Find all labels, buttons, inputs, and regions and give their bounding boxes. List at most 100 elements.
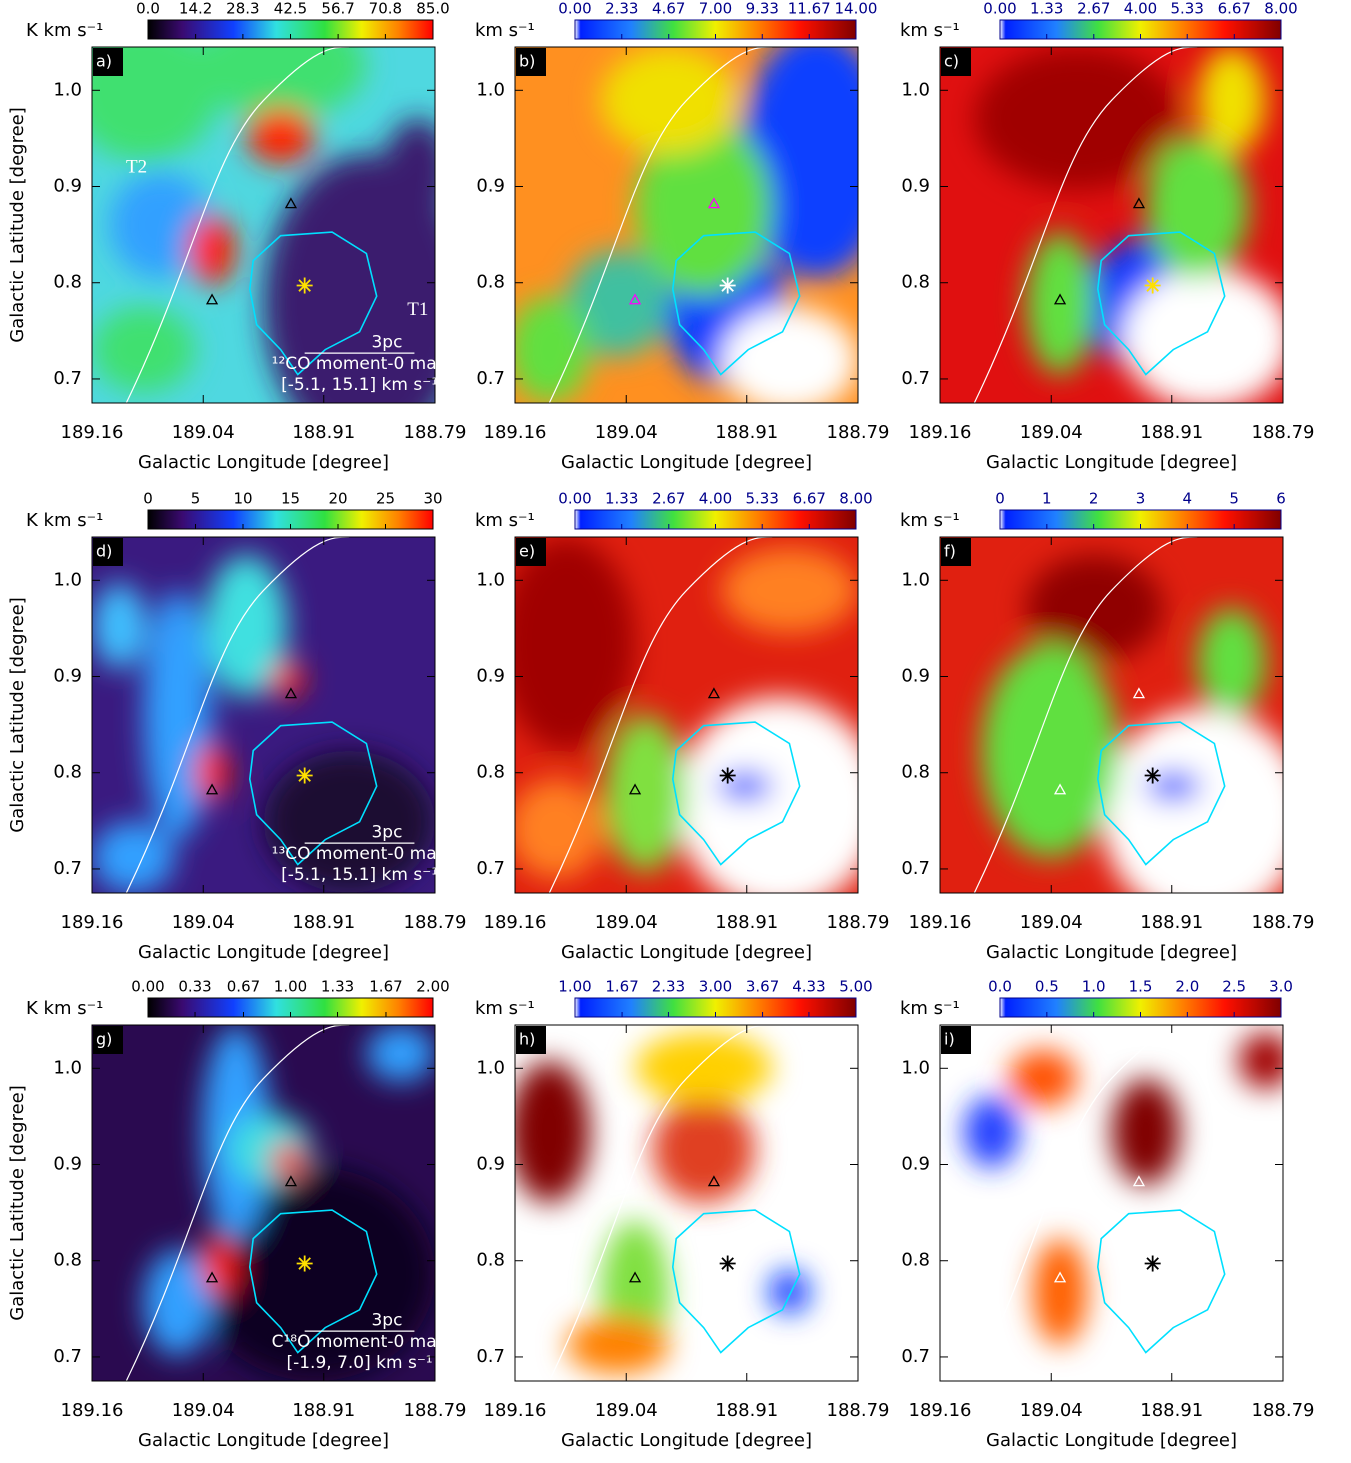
colorbar-tick-label: 0.0 bbox=[136, 0, 160, 18]
colorbar-tick-label: 1.33 bbox=[321, 978, 354, 996]
panel-label-box bbox=[93, 48, 123, 76]
y-tick-label: 0.9 bbox=[53, 1154, 82, 1175]
triangle-marker bbox=[284, 1175, 298, 1187]
map-feature bbox=[92, 821, 175, 893]
map-feature bbox=[768, 1270, 810, 1314]
map-feature bbox=[974, 47, 1181, 190]
colorbar-tick-label: 5 bbox=[1229, 490, 1239, 508]
panel-label-box bbox=[516, 48, 546, 76]
triangle-marker bbox=[205, 1271, 219, 1283]
panel: f) 189.16 189.04 188.91 188.79 0.7 0.8 0.9 1.0 Ga… bbox=[900, 490, 1314, 964]
annotation: T2 bbox=[126, 156, 147, 177]
panel-label: a) bbox=[96, 52, 112, 71]
y-tick-label: 0.8 bbox=[476, 1250, 505, 1271]
y-tick-label: 0.9 bbox=[53, 176, 82, 197]
x-tick-label: 188.79 bbox=[404, 422, 467, 443]
colorbar-label: km s⁻¹ bbox=[475, 20, 535, 41]
bubble-contour bbox=[671, 1209, 801, 1354]
colorbar-tick-label: 0.00 bbox=[558, 490, 591, 508]
star-marker bbox=[298, 769, 311, 782]
map-feature bbox=[246, 107, 315, 165]
y-tick-label: 0.7 bbox=[901, 1346, 930, 1367]
y-tick-label: 0.8 bbox=[901, 272, 930, 293]
map-feature bbox=[1032, 1238, 1088, 1346]
colorbar-tick-label: 1.5 bbox=[1129, 978, 1153, 996]
star-marker bbox=[721, 769, 734, 782]
x-axis-label: Galactic Longitude [degree] bbox=[561, 942, 812, 963]
map-feature bbox=[1145, 771, 1201, 801]
colorbar-tick-label: 3.0 bbox=[1269, 978, 1293, 996]
colorbar-tick-label: 14.00 bbox=[835, 0, 878, 18]
x-tick-label: 189.04 bbox=[172, 422, 235, 443]
map-feature bbox=[366, 1025, 435, 1082]
colorbar-tick-label: 6.67 bbox=[793, 490, 826, 508]
colorbar-tick-label: 2.5 bbox=[1222, 978, 1246, 996]
colorbar-tick-label: 4.67 bbox=[652, 0, 685, 18]
triangle-marker bbox=[1132, 687, 1146, 699]
map bbox=[515, 1025, 858, 1381]
colorbar-tick-label: 0.33 bbox=[178, 978, 211, 996]
colorbar-label: K km s⁻¹ bbox=[26, 20, 103, 41]
white-contour bbox=[125, 1025, 350, 1381]
x-tick-label: 188.79 bbox=[404, 1400, 467, 1421]
x-tick-label: 188.79 bbox=[1252, 1400, 1315, 1421]
annotation: 3pc bbox=[371, 332, 402, 352]
map-feature bbox=[515, 1060, 591, 1203]
plot-frame bbox=[91, 1024, 436, 1382]
y-tick-label: 0.8 bbox=[53, 762, 82, 783]
map-feature bbox=[1025, 554, 1163, 662]
colorbar-tick-label: 1.33 bbox=[1030, 0, 1063, 18]
colorbar-tick-label: 1.00 bbox=[558, 978, 591, 996]
map-features bbox=[981, 554, 1283, 893]
annotation: C¹⁸O moment-0 map bbox=[272, 1332, 448, 1352]
y-tick-label: 1.0 bbox=[53, 79, 82, 100]
y-tick-label: 0.9 bbox=[901, 176, 930, 197]
colorbar-label: km s⁻¹ bbox=[900, 998, 960, 1019]
colorbar-tick-label: 4.00 bbox=[699, 490, 732, 508]
colorbar-tick-label: 0.5 bbox=[1035, 978, 1059, 996]
colorbar-tick-label: 0.67 bbox=[227, 978, 260, 996]
map-feature bbox=[92, 583, 147, 669]
panel-label: e) bbox=[519, 542, 535, 561]
x-axis-label: Galactic Longitude [degree] bbox=[561, 452, 812, 473]
colorbar-tick-label: 2.0 bbox=[1175, 978, 1199, 996]
panel-label: f) bbox=[944, 542, 956, 561]
panel-label-box bbox=[941, 1026, 971, 1054]
colorbar-tick-label: 2 bbox=[1089, 490, 1099, 508]
map-feature bbox=[964, 1096, 1019, 1168]
panel-label-box bbox=[516, 538, 546, 566]
x-tick-label: 189.04 bbox=[595, 422, 658, 443]
colorbar-tick-label: 2.33 bbox=[652, 978, 685, 996]
bubble-contour bbox=[671, 231, 801, 376]
y-tick-label: 0.9 bbox=[476, 1154, 505, 1175]
map-features bbox=[515, 47, 858, 403]
map-feature bbox=[188, 214, 237, 286]
y-tick-label: 0.7 bbox=[53, 1346, 82, 1367]
map-feature bbox=[92, 47, 219, 161]
map bbox=[940, 537, 1283, 893]
colorbar-label: km s⁻¹ bbox=[475, 510, 535, 531]
bubble-contour bbox=[248, 1209, 378, 1354]
colorbar-tick-label: 5.33 bbox=[1171, 0, 1204, 18]
colorbar-tick-label: 1.67 bbox=[369, 978, 402, 996]
map-feature bbox=[676, 697, 858, 893]
colorbar-tick-label: 1.00 bbox=[274, 978, 307, 996]
y-tick-label: 1.0 bbox=[476, 79, 505, 100]
x-tick-label: 188.91 bbox=[292, 422, 355, 443]
map-feature bbox=[1145, 136, 1249, 279]
x-tick-label: 189.04 bbox=[595, 1400, 658, 1421]
colorbar-tick-label: 6.67 bbox=[1218, 0, 1251, 18]
y-tick-label: 1.0 bbox=[53, 569, 82, 590]
white-contour bbox=[973, 47, 1198, 403]
map-feature bbox=[270, 661, 305, 698]
panel-label-box bbox=[516, 1026, 546, 1054]
map bbox=[92, 1025, 435, 1381]
map-feature bbox=[383, 118, 435, 225]
y-tick-label: 1.0 bbox=[901, 79, 930, 100]
x-tick-label: 189.04 bbox=[595, 912, 658, 933]
x-axis-label: Galactic Longitude [degree] bbox=[986, 1430, 1237, 1451]
panel-label-box bbox=[941, 48, 971, 76]
